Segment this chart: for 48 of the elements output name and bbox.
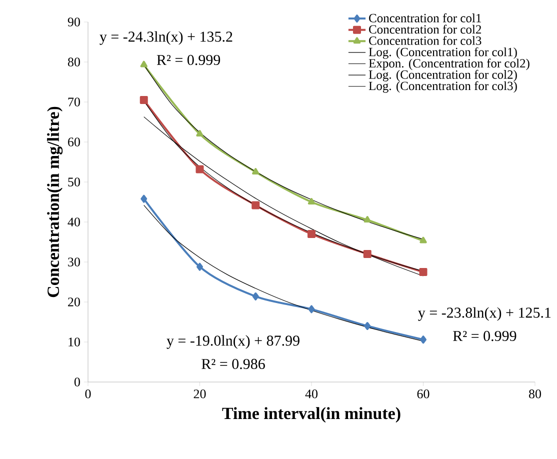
y-tick-label: 40 <box>68 218 80 226</box>
point <box>420 236 427 244</box>
point <box>196 165 204 174</box>
point <box>140 194 148 203</box>
legend-label: Log. (Concentration for col2) <box>368 70 517 82</box>
annotation: y = -24.3ln(x) + 135.2 <box>100 31 232 45</box>
point <box>364 322 371 330</box>
point <box>140 60 148 68</box>
annotation: y = -23.8ln(x) + 125.1 <box>418 307 551 321</box>
annotation: R² = 0.999 <box>156 54 220 66</box>
x-tick-label: 0 <box>85 390 91 398</box>
point <box>419 268 428 276</box>
point <box>140 96 148 104</box>
x-tick-label: 40 <box>305 390 318 398</box>
legend-label: Log. (Concentration for col3) <box>368 81 517 93</box>
x-axis-title: Time interval(in minute) <box>222 407 400 423</box>
legend-label: Log. (Concentration for col1) <box>368 47 517 59</box>
y-tick-label: 50 <box>68 178 80 186</box>
point <box>364 216 371 222</box>
legend-label: Expon. (Concentration for col2) <box>368 58 530 70</box>
point <box>196 262 203 271</box>
annotation: y = -19.0ln(x) + 87.99 <box>166 335 300 349</box>
y-tick-label: 60 <box>68 138 80 146</box>
y-tick-label: 90 <box>68 18 80 26</box>
y-tick-label: 20 <box>68 298 80 306</box>
point <box>363 250 372 258</box>
legend-label: Concentration for col3 <box>369 36 482 45</box>
y-axis-title: Concentration(in mg/litre) <box>47 106 63 298</box>
point <box>252 201 260 210</box>
annotation: R² = 0.986 <box>202 358 265 370</box>
x-tick-label: 80 <box>529 390 542 398</box>
legend-label: Concentration for col1 <box>369 13 481 22</box>
y-tick-label: 10 <box>68 338 80 346</box>
legend-label: Concentration for col2 <box>369 24 482 34</box>
point <box>308 305 315 314</box>
point <box>252 168 260 174</box>
y-tick-label: 30 <box>68 258 80 266</box>
point <box>252 292 259 300</box>
point <box>308 230 316 238</box>
y-tick-label: 0 <box>74 378 80 386</box>
point <box>308 198 316 205</box>
y-tick-label: 80 <box>68 58 80 66</box>
y-tick-label: 70 <box>68 98 80 106</box>
x-tick-label: 60 <box>417 390 430 398</box>
point <box>420 336 426 344</box>
point <box>196 130 204 137</box>
x-tick-label: 20 <box>194 390 206 398</box>
annotation: R² = 0.999 <box>453 330 516 342</box>
